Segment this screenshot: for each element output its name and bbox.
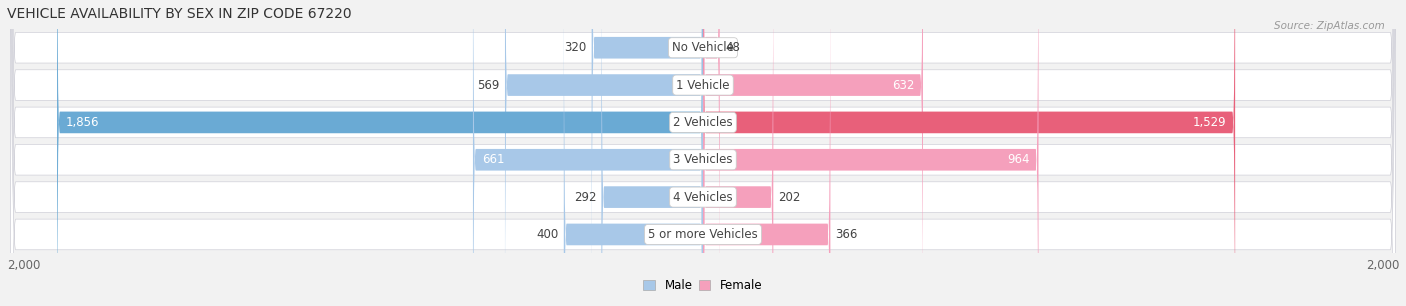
FancyBboxPatch shape — [703, 0, 1039, 306]
Text: 2,000: 2,000 — [7, 259, 41, 272]
Text: 2 Vehicles: 2 Vehicles — [673, 116, 733, 129]
Text: 320: 320 — [564, 41, 586, 54]
FancyBboxPatch shape — [10, 0, 1396, 306]
Text: 366: 366 — [835, 228, 858, 241]
FancyBboxPatch shape — [10, 0, 1396, 306]
Text: 202: 202 — [779, 191, 801, 203]
FancyBboxPatch shape — [472, 0, 703, 306]
Text: 2,000: 2,000 — [1365, 259, 1399, 272]
Text: 1,856: 1,856 — [66, 116, 100, 129]
Text: 1 Vehicle: 1 Vehicle — [676, 79, 730, 91]
FancyBboxPatch shape — [505, 0, 703, 306]
FancyBboxPatch shape — [592, 0, 703, 306]
Text: 632: 632 — [891, 79, 914, 91]
FancyBboxPatch shape — [10, 0, 1396, 306]
Text: Source: ZipAtlas.com: Source: ZipAtlas.com — [1274, 21, 1385, 32]
Text: 1,529: 1,529 — [1192, 116, 1226, 129]
Legend: Male, Female: Male, Female — [638, 274, 768, 297]
FancyBboxPatch shape — [564, 0, 703, 306]
Text: 5 or more Vehicles: 5 or more Vehicles — [648, 228, 758, 241]
Text: 964: 964 — [1007, 153, 1029, 166]
FancyBboxPatch shape — [602, 0, 703, 306]
FancyBboxPatch shape — [703, 0, 922, 306]
Text: No Vehicle: No Vehicle — [672, 41, 734, 54]
Text: 3 Vehicles: 3 Vehicles — [673, 153, 733, 166]
Text: 569: 569 — [478, 79, 499, 91]
Text: VEHICLE AVAILABILITY BY SEX IN ZIP CODE 67220: VEHICLE AVAILABILITY BY SEX IN ZIP CODE … — [7, 7, 351, 21]
FancyBboxPatch shape — [10, 0, 1396, 306]
FancyBboxPatch shape — [58, 0, 703, 306]
FancyBboxPatch shape — [703, 0, 773, 306]
Text: 48: 48 — [725, 41, 740, 54]
Text: 292: 292 — [574, 191, 596, 203]
Text: 661: 661 — [482, 153, 505, 166]
Text: 400: 400 — [536, 228, 558, 241]
FancyBboxPatch shape — [10, 0, 1396, 306]
Text: 4 Vehicles: 4 Vehicles — [673, 191, 733, 203]
FancyBboxPatch shape — [703, 0, 831, 306]
FancyBboxPatch shape — [703, 0, 720, 306]
FancyBboxPatch shape — [10, 0, 1396, 306]
FancyBboxPatch shape — [703, 0, 1234, 306]
